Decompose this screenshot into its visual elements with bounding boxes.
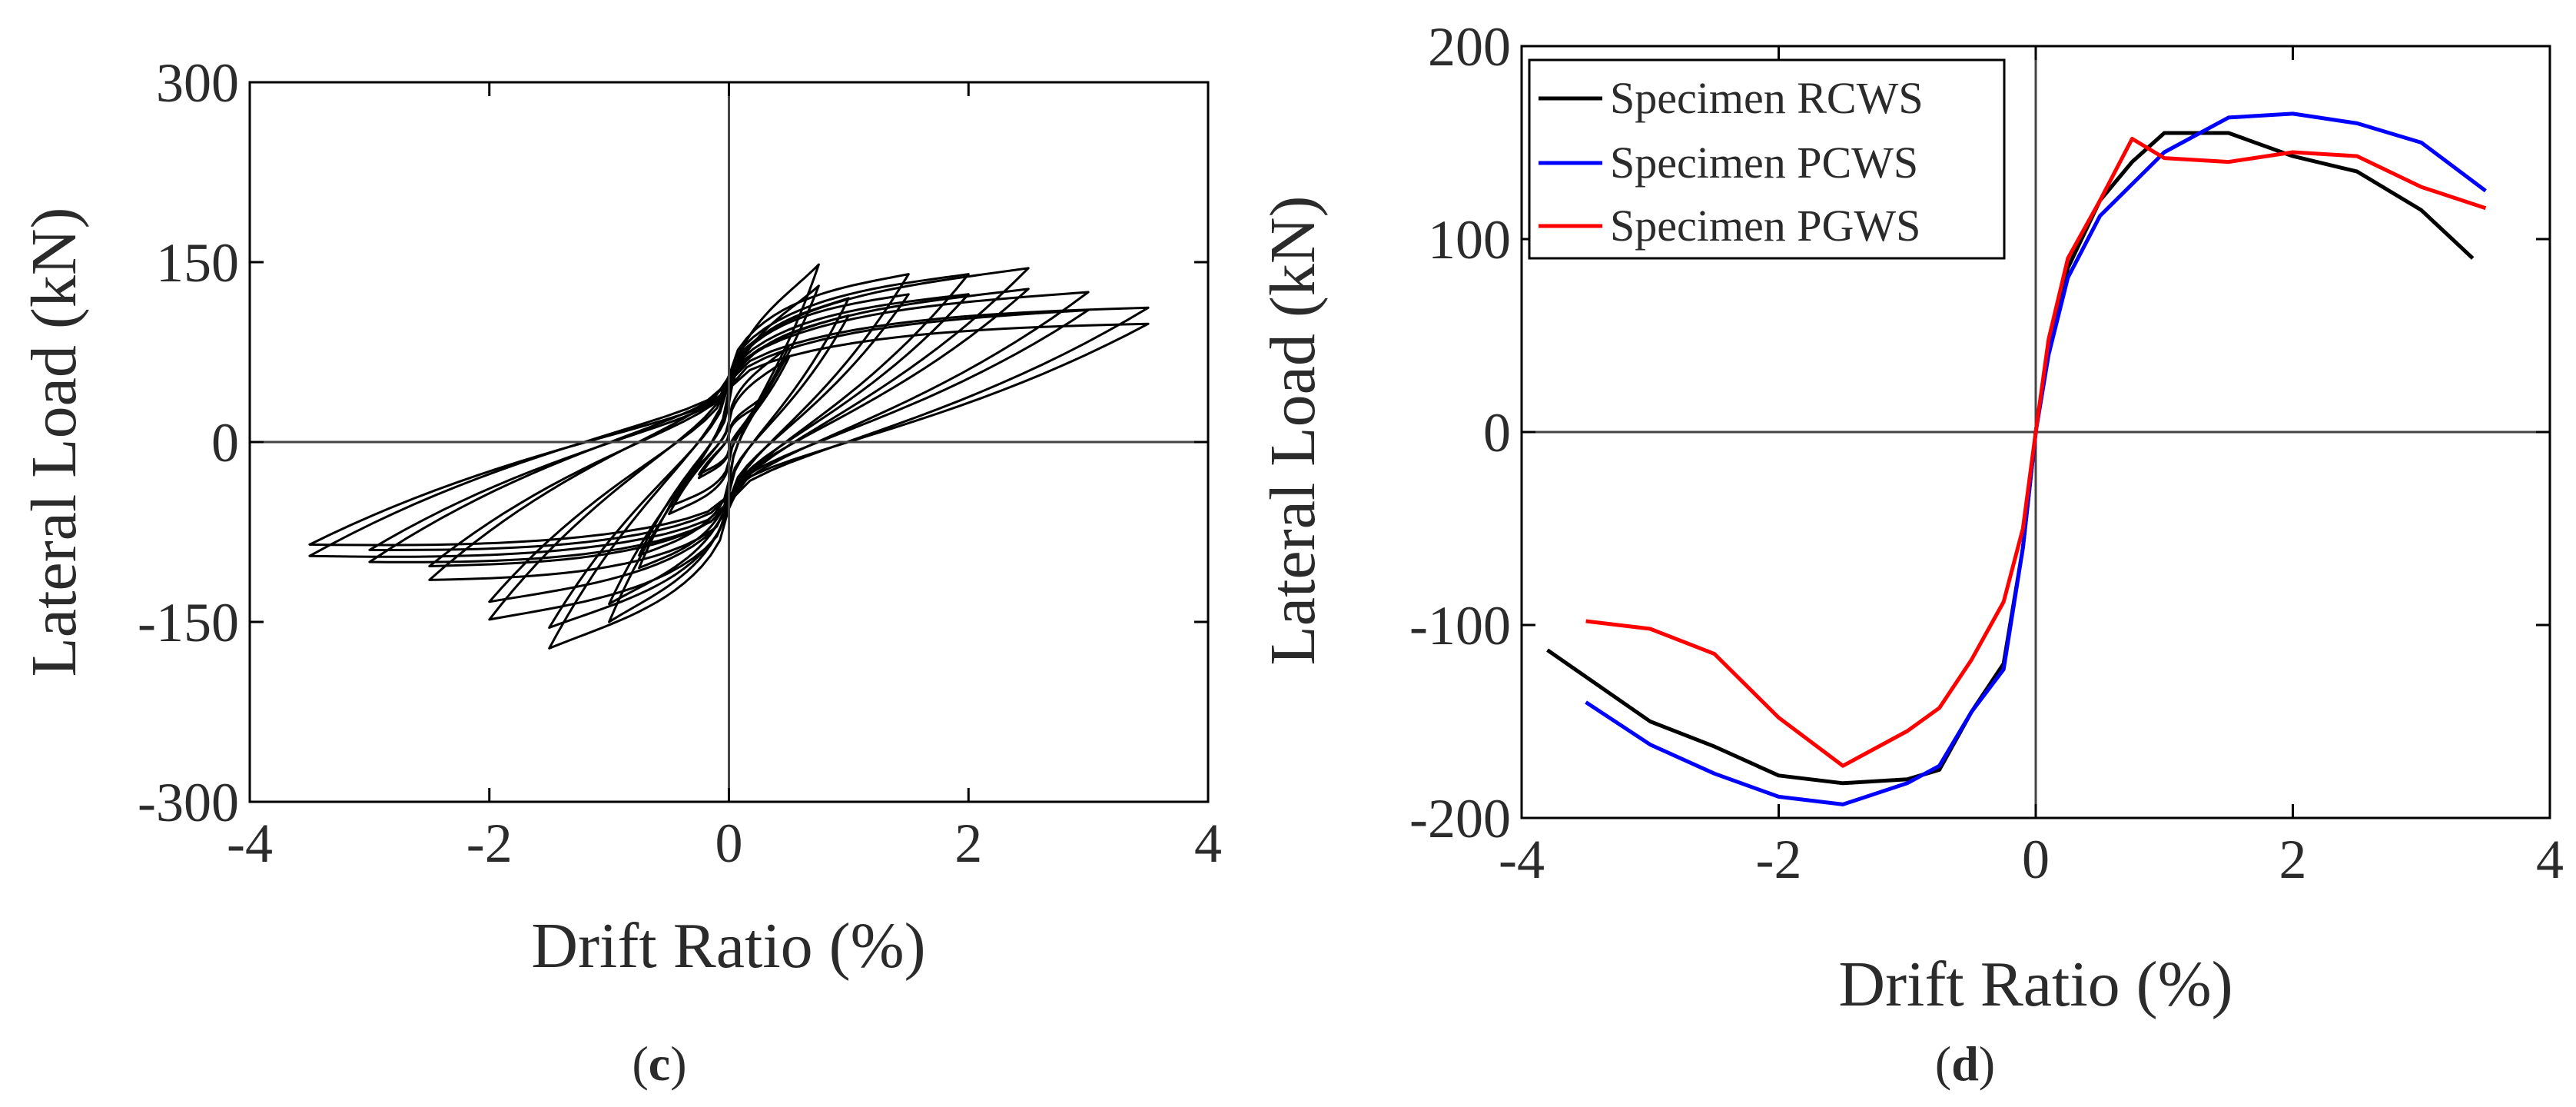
panel-c-ytick-label: 0 xyxy=(211,412,239,474)
panel-c-xtick-label: 4 xyxy=(1194,813,1222,874)
panel-d-xtick-label: -4 xyxy=(1499,829,1545,890)
legend-label-pgws: Specimen PGWS xyxy=(1610,201,1920,251)
hysteresis-loop xyxy=(548,273,910,650)
panel-d-ticks: -4 -2 0 2 4 -200 -100 0 100 200 xyxy=(1409,16,2564,890)
panel-c-ticks: -4 -2 0 2 4 -300 -150 0 150 300 xyxy=(138,52,1222,874)
panel-c-ytick-label: 300 xyxy=(156,52,239,114)
legend-label-rcws: Specimen RCWS xyxy=(1610,73,1924,123)
panel-c-zero-lines xyxy=(250,82,1208,802)
hysteresis-loop xyxy=(428,288,1030,567)
panel-d-xtick-label: 2 xyxy=(2279,829,2307,890)
panel-c-y-axis-label: Lateral Load (kN) xyxy=(18,207,90,676)
panel-d-envelope-chart: -4 -2 0 2 4 -200 -100 0 100 200 Specimen RCWS Spe… xyxy=(1257,16,2564,1091)
panel-c-xtick-label: 0 xyxy=(715,813,743,874)
panel-d-x-axis-label: Drift Ratio (%) xyxy=(1838,949,2232,1020)
panel-d-label: (d) xyxy=(1935,1036,1995,1091)
panel-d-ytick-label: -100 xyxy=(1409,595,1511,657)
legend-label-pcws: Specimen PCWS xyxy=(1610,138,1918,188)
hysteresis-loop xyxy=(548,293,910,629)
panel-d-plot-frame xyxy=(1520,45,2551,819)
panel-c-xtick-label: -2 xyxy=(466,813,513,874)
panel-c-xtick-label: -4 xyxy=(227,813,273,874)
panel-c-ytick-label: 150 xyxy=(156,232,239,294)
panel-d-xtick-label: -2 xyxy=(1756,829,1802,890)
panel-d-curves xyxy=(1546,111,2487,806)
panel-d-ytick-label: -200 xyxy=(1409,788,1511,849)
hysteresis-loop xyxy=(488,293,970,603)
panel-d-xtick-label: 0 xyxy=(2022,829,2050,890)
panel-c-letter: c xyxy=(649,1036,670,1091)
panel-d-xtick-label: 4 xyxy=(2536,829,2564,890)
panel-d-legend: Specimen RCWS Specimen PCWS Specimen PGW… xyxy=(1528,58,2006,260)
legend-box xyxy=(1528,58,2006,260)
panel-c-xtick-label: 2 xyxy=(954,813,982,874)
panel-c-curves xyxy=(308,263,1150,650)
panel-c-label: (c) xyxy=(632,1036,686,1091)
series-line-pgws xyxy=(1585,137,2487,768)
panel-c-ytick-label: -300 xyxy=(138,772,239,833)
panel-c-ytick-label: -150 xyxy=(138,592,239,653)
panel-c-plot-frame xyxy=(248,81,1210,803)
panel-c-hysteresis-chart: -4 -2 0 2 4 -300 -150 0 150 300 Drift Ratio (%) L… xyxy=(18,52,1222,1091)
panel-d-ytick-label: 200 xyxy=(1428,16,1511,78)
panel-d-letter: d xyxy=(1951,1036,1979,1091)
panel-d-ytick-label: 100 xyxy=(1428,209,1511,271)
panel-c-x-axis-label: Drift Ratio (%) xyxy=(531,910,925,982)
panel-d-ytick-label: 0 xyxy=(1483,402,1511,464)
panel-d-y-axis-label: Lateral Load (kN) xyxy=(1257,195,1329,665)
hysteresis-loop xyxy=(488,273,970,621)
